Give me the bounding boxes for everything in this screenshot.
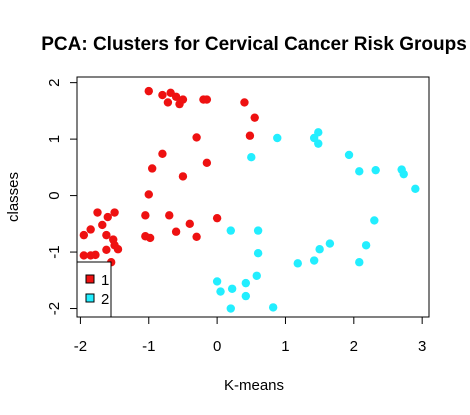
legend-label-1: 1 [101, 272, 109, 289]
y-tick-label: -2 [46, 302, 63, 315]
data-point-series-1 [165, 211, 174, 220]
x-tick-label: -2 [74, 338, 87, 355]
data-point-series-1 [240, 98, 249, 107]
data-point-series-1 [98, 220, 107, 230]
data-point-series-1 [202, 158, 212, 168]
x-tick-label: 2 [350, 338, 358, 355]
x-tick-label: 1 [281, 338, 289, 355]
data-point-series-1 [86, 225, 95, 234]
data-point-series-2 [309, 256, 319, 265]
data-point-series-1 [202, 95, 212, 104]
data-point-series-1 [171, 227, 181, 236]
x-tick-label: 3 [418, 338, 426, 355]
data-point-series-1 [245, 131, 255, 140]
data-point-series-2 [370, 216, 379, 225]
y-axis-label: classes [5, 172, 22, 222]
data-point-series-2 [253, 226, 263, 235]
data-point-series-1 [212, 213, 222, 223]
data-point-series-2 [212, 277, 222, 286]
data-point-series-2 [273, 133, 282, 143]
data-point-series-1 [171, 92, 181, 101]
legend-label-2: 2 [101, 291, 109, 308]
data-point-series-1 [141, 211, 150, 220]
data-point-series-1 [79, 230, 89, 240]
y-tick-label: 0 [46, 191, 63, 199]
data-point-series-2 [268, 303, 278, 312]
data-point-series-2 [355, 167, 364, 176]
legend-swatch-2 [85, 293, 95, 303]
data-point-series-1 [103, 212, 112, 222]
chart-title: PCA: Clusters for Cervical Cancer Risk G… [41, 34, 467, 55]
data-point-series-2 [241, 291, 251, 301]
data-point-series-2 [399, 169, 408, 179]
data-point-series-1 [145, 233, 155, 243]
data-point-series-1 [158, 90, 167, 100]
data-point-series-1 [144, 190, 153, 199]
data-point-series-2 [355, 258, 364, 267]
data-point-series-2 [252, 271, 261, 280]
data-point-series-2 [411, 184, 420, 194]
x-axis: -2 -1 0 1 2 3 [74, 317, 426, 355]
data-point-series-2 [325, 239, 335, 248]
y-axis: -2 -1 0 1 2 [46, 78, 77, 315]
data-point-series-1 [102, 245, 111, 254]
data-point-series-2 [361, 241, 371, 250]
y-tick-label: 2 [46, 78, 63, 86]
data-point-series-1 [102, 230, 111, 240]
data-point-series-1 [144, 86, 153, 96]
data-point-series-2 [293, 259, 302, 268]
data-point-series-2 [226, 304, 235, 313]
data-point-series-2 [344, 150, 354, 160]
data-point-series-1 [113, 245, 123, 254]
x-axis-label: K-means [224, 377, 284, 394]
data-point-series-1 [192, 232, 201, 242]
plot-area [76, 76, 430, 318]
data-point-series-1 [192, 133, 201, 142]
y-tick-label: 1 [46, 135, 63, 143]
data-point-series-2 [314, 139, 323, 148]
data-point-series-2 [247, 152, 256, 162]
data-point-series-2 [227, 284, 237, 293]
data-point-series-2 [216, 287, 225, 296]
legend-swatch-1 [85, 274, 95, 284]
y-tick-label: -1 [46, 245, 63, 258]
data-point-series-1 [79, 251, 89, 260]
x-tick-label: -1 [142, 338, 155, 355]
data-point-series-1 [178, 172, 188, 181]
data-point-series-2 [315, 245, 324, 254]
data-point-series-1 [250, 113, 259, 122]
legend: 1 2 [76, 261, 112, 318]
data-point-series-1 [86, 251, 95, 260]
legend-box [76, 261, 112, 318]
data-point-series-1 [158, 149, 167, 158]
data-point-series-1 [93, 208, 102, 217]
data-point-series-1 [163, 98, 173, 107]
data-point-series-2 [371, 165, 380, 175]
data-point-series-1 [178, 95, 188, 104]
data-point-series-2 [253, 248, 263, 258]
data-point-series-1 [110, 208, 119, 217]
data-point-series-1 [185, 219, 194, 229]
data-point-series-2 [241, 278, 251, 288]
data-point-series-2 [226, 226, 235, 235]
data-point-series-2 [314, 128, 323, 137]
data-point-series-1 [147, 164, 157, 173]
data-points [79, 86, 420, 313]
x-tick-label: 0 [213, 338, 221, 355]
